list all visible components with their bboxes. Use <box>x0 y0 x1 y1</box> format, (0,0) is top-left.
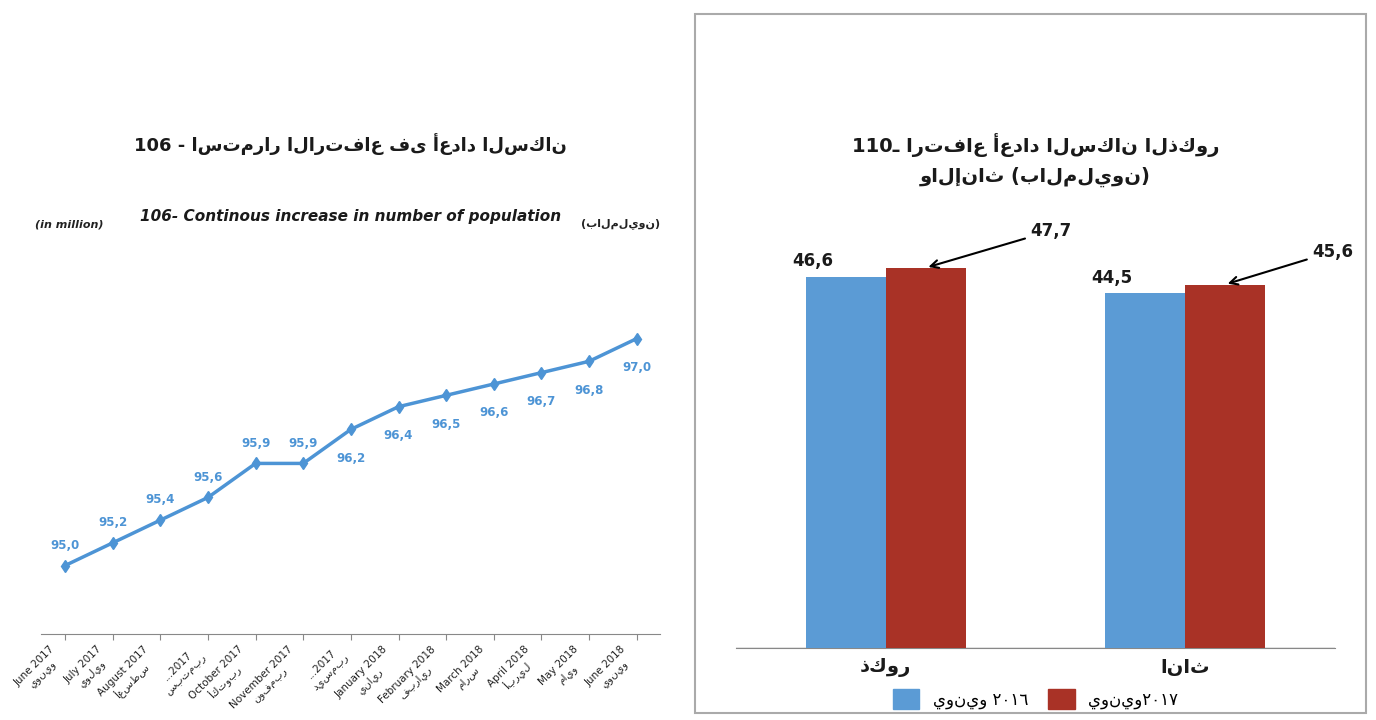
Text: 96,8: 96,8 <box>574 384 604 397</box>
Text: 96,6: 96,6 <box>479 406 509 419</box>
Text: 97,0: 97,0 <box>622 361 651 374</box>
Bar <box>886 268 966 648</box>
Text: 106- Continous increase in number of population: 106- Continous increase in number of pop… <box>140 209 561 223</box>
Text: 96,7: 96,7 <box>527 395 556 408</box>
Text: 95,9: 95,9 <box>289 436 318 449</box>
Text: (in million): (in million) <box>36 220 103 229</box>
Text: 95,4: 95,4 <box>146 493 175 506</box>
Text: 106 - استمرار الارتفاع فى أعداد السكان: 106 - استمرار الارتفاع فى أعداد السكان <box>135 133 567 155</box>
Bar <box>1105 293 1185 648</box>
Text: 44,5: 44,5 <box>1091 269 1132 287</box>
Text: 95,2: 95,2 <box>98 516 128 529</box>
Text: 96,5: 96,5 <box>432 418 461 431</box>
Text: 45,6: 45,6 <box>1230 243 1353 284</box>
Text: 95,6: 95,6 <box>193 471 223 484</box>
Text: 96,4: 96,4 <box>384 429 413 442</box>
Text: 95,9: 95,9 <box>241 436 270 449</box>
Text: 46,6: 46,6 <box>793 252 834 270</box>
Text: 47,7: 47,7 <box>930 222 1072 268</box>
Bar <box>1185 284 1265 648</box>
Legend: يونيو ٢٠١٦, يونيو٢٠١٧: يونيو ٢٠١٦, يونيو٢٠١٧ <box>886 683 1185 716</box>
Text: (بالمليون): (بالمليون) <box>581 218 660 229</box>
Bar <box>806 276 886 648</box>
Text: 96,2: 96,2 <box>336 451 366 464</box>
Text: 95,0: 95,0 <box>51 539 80 552</box>
Title: 110ـ ارتفاع أعداد السكان الذكور
والإناث (بالمليون): 110ـ ارتفاع أعداد السكان الذكور والإناث … <box>852 132 1219 187</box>
